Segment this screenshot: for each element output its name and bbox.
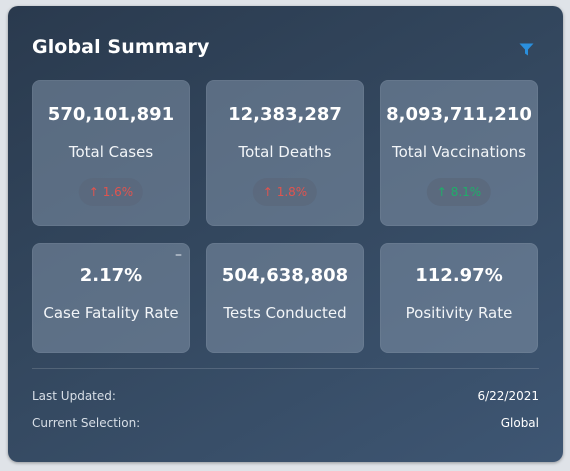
collapse-icon[interactable]: – bbox=[175, 247, 182, 263]
total-vaccinations-label: Total Vaccinations bbox=[392, 143, 526, 161]
total-cases-card[interactable]: 570,101,891 Total Cases ↑ 1.6% bbox=[32, 80, 190, 226]
case-fatality-rate-label: Case Fatality Rate bbox=[43, 304, 179, 322]
tests-conducted-card[interactable]: 504,638,808 Tests Conducted bbox=[206, 243, 364, 353]
arrow-up-icon: ↑ bbox=[436, 185, 447, 199]
total-deaths-card[interactable]: 12,383,287 Total Deaths ↑ 1.8% bbox=[206, 80, 364, 226]
total-cases-change-badge: ↑ 1.6% bbox=[78, 178, 144, 206]
last-updated-label: Last Updated: bbox=[32, 389, 116, 403]
total-deaths-change-badge: ↑ 1.8% bbox=[252, 178, 318, 206]
total-vaccinations-change: 8.1% bbox=[450, 185, 482, 199]
total-cases-change: 1.6% bbox=[102, 185, 134, 199]
tests-conducted-value: 504,638,808 bbox=[221, 265, 349, 286]
total-vaccinations-value: 8,093,711,210 bbox=[386, 104, 532, 125]
case-fatality-rate-value: 2.17% bbox=[79, 265, 143, 286]
total-cases-label: Total Cases bbox=[68, 143, 154, 161]
total-deaths-value: 12,383,287 bbox=[228, 104, 342, 125]
positivity-rate-card[interactable]: 112.97% Positivity Rate bbox=[380, 243, 538, 353]
total-vaccinations-change-badge: ↑ 8.1% bbox=[426, 178, 492, 206]
current-selection-label: Current Selection: bbox=[32, 416, 141, 430]
global-summary-panel: Global Summary 570,101,891 Total Cases ↑… bbox=[8, 6, 563, 462]
case-fatality-rate-card[interactable]: – 2.17% Case Fatality Rate bbox=[32, 243, 190, 353]
last-updated-value: 6/22/2021 bbox=[477, 389, 539, 403]
footer-divider bbox=[32, 368, 539, 369]
filter-icon[interactable] bbox=[519, 41, 534, 56]
total-vaccinations-card[interactable]: 8,093,711,210 Total Vaccinations ↑ 8.1% bbox=[380, 80, 538, 226]
arrow-up-icon: ↑ bbox=[88, 185, 99, 199]
total-cases-value: 570,101,891 bbox=[47, 104, 175, 125]
total-deaths-change: 1.8% bbox=[276, 185, 308, 199]
current-selection-value: Global bbox=[500, 416, 539, 430]
total-deaths-label: Total Deaths bbox=[238, 143, 332, 161]
tests-conducted-label: Tests Conducted bbox=[223, 304, 347, 322]
arrow-up-icon: ↑ bbox=[262, 185, 273, 199]
positivity-rate-value: 112.97% bbox=[415, 265, 503, 286]
positivity-rate-label: Positivity Rate bbox=[405, 304, 513, 322]
panel-title: Global Summary bbox=[32, 36, 210, 58]
